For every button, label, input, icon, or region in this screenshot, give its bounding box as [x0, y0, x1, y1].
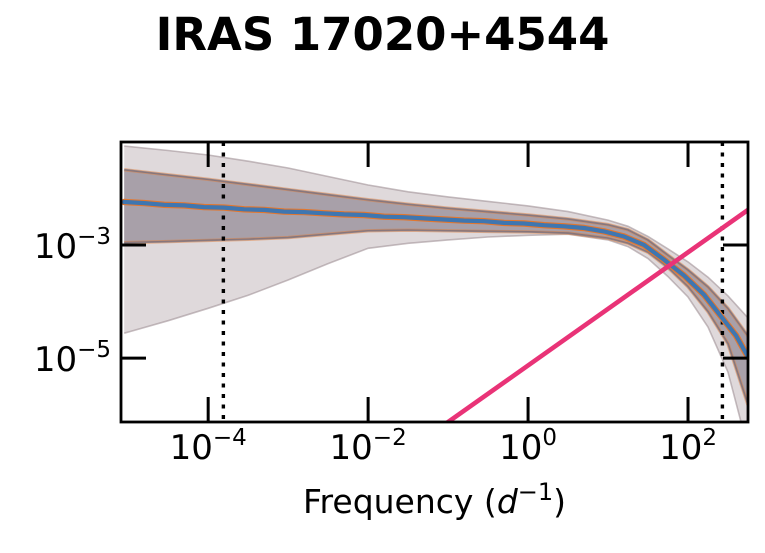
band-edge-outer-lo	[123, 233, 742, 422]
x-tick-label: 10−2	[330, 425, 407, 468]
band-edge-inner-lo	[124, 229, 748, 406]
plot-area	[121, 142, 748, 422]
psd-median-line	[122, 199, 748, 359]
x-tick-label: 102	[659, 425, 717, 468]
noise-line	[444, 207, 748, 422]
y-tick-label: 10−5	[34, 337, 111, 380]
figure-title: IRAS 17020+4544	[155, 8, 610, 61]
x-tick-label: 100	[499, 425, 557, 468]
axes-spines	[119, 140, 750, 424]
axes: 10−4 10−2 100 102 10−3 10−5 Frequency (d−1)	[34, 140, 750, 521]
x-axis-label: Frequency (d−1)	[303, 478, 566, 521]
band-edge-inner-hi	[124, 168, 748, 337]
band-edge-outer-hi	[124, 145, 748, 319]
x-tick-label: 10−4	[170, 425, 247, 468]
y-tick-label: 10−3	[34, 224, 111, 267]
